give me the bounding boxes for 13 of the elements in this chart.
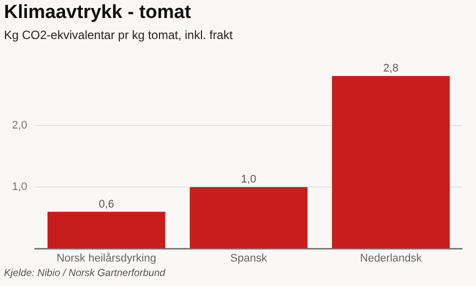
y-tick-label: 2,0 [12,119,28,132]
chart-subtitle: Kg CO2-ekvivalentar pr kg tomat, inkl. frakt [4,28,233,42]
data-label: 0,6 [98,198,114,210]
bar [48,212,166,248]
x-tick-label: Norsk heilårsdyrking [56,252,156,264]
x-tick-label: Spansk [230,252,268,264]
x-tick-label: Nederlandsk [360,252,422,264]
chart-title: Klimaavtrykk - tomat [4,2,191,24]
data-label: 2,8 [383,62,399,75]
bar [190,187,308,248]
text: Kjelde: Nibio / Norsk Gartnerforbund [4,268,166,279]
bar [332,76,450,248]
data-label: 1,0 [240,174,256,186]
